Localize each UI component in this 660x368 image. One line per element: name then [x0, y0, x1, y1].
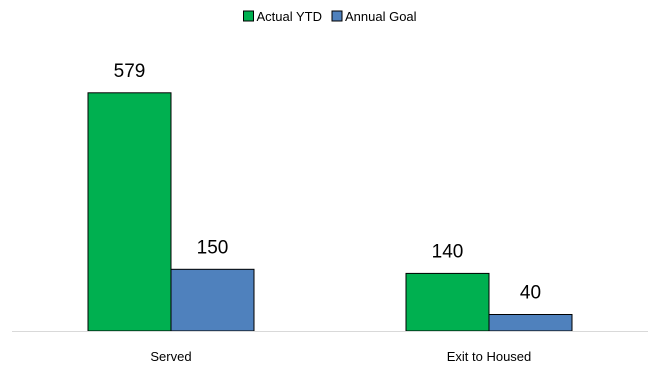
bar-annual-goal-served — [170, 268, 255, 332]
x-tick-label-served: Served — [150, 349, 191, 364]
bar-actual-ytd-exit-to-housed — [405, 272, 490, 332]
legend-label-actual-ytd: Actual YTD — [257, 9, 323, 24]
data-label-annual-goal-exit-to-housed: 40 — [520, 283, 541, 304]
data-label-annual-goal-served: 150 — [197, 237, 229, 258]
legend-label-annual-goal: Annual Goal — [345, 9, 417, 24]
bar-actual-ytd-served — [87, 92, 172, 332]
bar-annual-goal-exit-to-housed — [488, 314, 573, 332]
legend: Actual YTD Annual Goal — [243, 9, 417, 24]
data-labels: 579 150 140 40 — [114, 61, 541, 304]
legend-swatch-actual-ytd — [243, 10, 254, 22]
x-tick-labels: Served Exit to Housed — [150, 349, 531, 364]
legend-swatch-annual-goal — [331, 10, 343, 22]
legend-item-annual-goal: Annual Goal — [331, 9, 417, 24]
data-label-actual-ytd-exit-to-housed: 140 — [432, 241, 464, 262]
legend-item-actual-ytd: Actual YTD — [243, 9, 323, 24]
x-tick-label-exit-to-housed: Exit to Housed — [447, 349, 532, 364]
bars — [87, 92, 573, 332]
data-label-actual-ytd-served: 579 — [114, 61, 146, 82]
